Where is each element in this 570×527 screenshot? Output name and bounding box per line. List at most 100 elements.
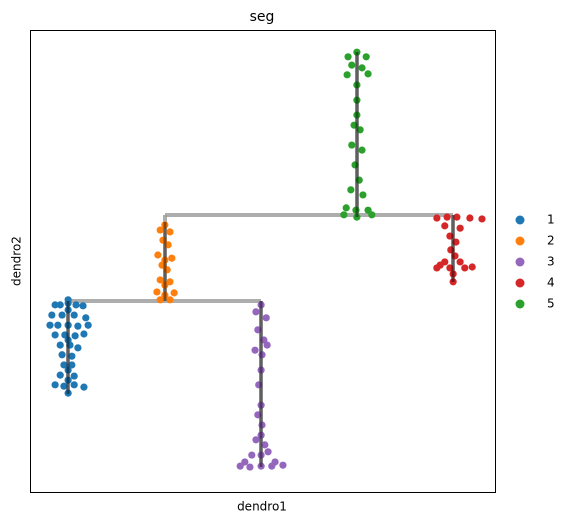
- point: [466, 214, 474, 222]
- point: [355, 176, 363, 184]
- point: [72, 301, 80, 309]
- legend-label: 3: [547, 255, 555, 269]
- point: [447, 246, 455, 254]
- point: [56, 341, 64, 349]
- point: [64, 296, 72, 304]
- point: [252, 436, 260, 444]
- point: [257, 366, 265, 374]
- point: [451, 252, 459, 260]
- point: [64, 389, 72, 397]
- point: [443, 213, 451, 221]
- point: [446, 232, 454, 240]
- point: [74, 344, 82, 352]
- point: [60, 361, 68, 369]
- chart-title: seg: [250, 9, 275, 25]
- point: [51, 381, 59, 389]
- point: [258, 421, 266, 429]
- point: [350, 121, 358, 129]
- point: [347, 186, 355, 194]
- point: [348, 61, 356, 69]
- point: [248, 451, 256, 459]
- point: [68, 361, 76, 369]
- point: [170, 289, 178, 297]
- point: [236, 462, 244, 470]
- point: [343, 71, 351, 79]
- point: [353, 96, 361, 104]
- point: [441, 222, 449, 230]
- point: [58, 311, 66, 319]
- legend-marker: [515, 215, 525, 225]
- legend-marker: [515, 257, 525, 267]
- point: [356, 126, 364, 134]
- point: [257, 301, 265, 309]
- point: [478, 215, 486, 223]
- point: [351, 161, 359, 169]
- point: [84, 321, 92, 329]
- point: [68, 352, 76, 360]
- point: [257, 401, 265, 409]
- point: [163, 266, 171, 274]
- point: [80, 330, 88, 338]
- point: [166, 228, 174, 236]
- point: [257, 431, 265, 439]
- point: [258, 351, 266, 359]
- point: [449, 278, 457, 286]
- legend-marker: [515, 278, 525, 288]
- point: [70, 381, 78, 389]
- point: [154, 251, 162, 259]
- point: [156, 226, 164, 234]
- point: [251, 346, 259, 354]
- point: [255, 381, 263, 389]
- point: [56, 371, 64, 379]
- point: [48, 311, 56, 319]
- point: [58, 351, 66, 359]
- point: [246, 463, 254, 471]
- point: [64, 306, 72, 314]
- point: [161, 256, 169, 264]
- point: [156, 296, 164, 304]
- point: [156, 276, 164, 284]
- legend-label: 5: [547, 297, 555, 311]
- point: [164, 241, 172, 249]
- point: [461, 264, 469, 272]
- point: [368, 211, 376, 219]
- point: [257, 462, 265, 470]
- point: [348, 141, 356, 149]
- point: [70, 372, 78, 380]
- points: [46, 48, 486, 471]
- point: [64, 366, 72, 374]
- point: [353, 48, 361, 56]
- point: [64, 321, 72, 329]
- point: [453, 213, 461, 221]
- point: [257, 451, 265, 459]
- point: [46, 321, 54, 329]
- point: [153, 288, 161, 296]
- point: [254, 326, 262, 334]
- point: [344, 53, 352, 61]
- point: [166, 296, 174, 304]
- point: [64, 336, 72, 344]
- point: [79, 302, 87, 310]
- point: [358, 146, 366, 154]
- y-axis-label: dendro2: [10, 236, 24, 286]
- point: [262, 314, 270, 322]
- point: [263, 341, 271, 349]
- point: [433, 214, 441, 222]
- point: [264, 448, 272, 456]
- point: [452, 238, 460, 246]
- segment-spines: [66, 52, 455, 467]
- x-axis-label: dendro1: [237, 500, 287, 514]
- point: [241, 458, 249, 466]
- point: [468, 263, 476, 271]
- plot-frame: [30, 30, 496, 493]
- point: [352, 206, 360, 214]
- point: [159, 236, 167, 244]
- point: [261, 441, 269, 449]
- point: [252, 308, 260, 316]
- legend-marker: [515, 299, 525, 309]
- point: [353, 111, 361, 119]
- point: [353, 213, 361, 221]
- point: [71, 332, 79, 340]
- point: [54, 321, 62, 329]
